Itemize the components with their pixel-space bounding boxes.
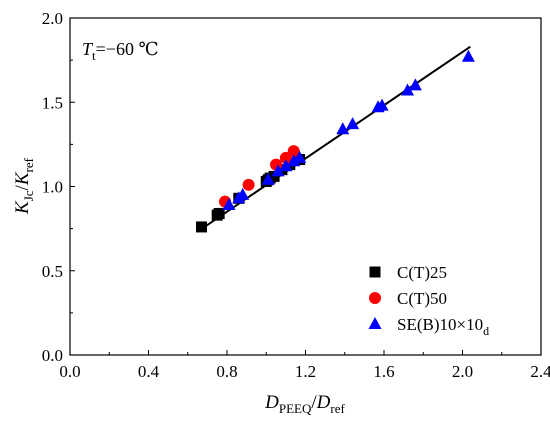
y-tick-label: 0.0 bbox=[42, 346, 63, 365]
data-point-circle bbox=[242, 178, 255, 191]
data-point-triangle bbox=[401, 83, 415, 96]
y-tick-label: 2.0 bbox=[42, 9, 63, 28]
legend-label: C(T)25 bbox=[397, 263, 447, 282]
data-point-triangle bbox=[261, 172, 275, 185]
x-tick-label: 2.0 bbox=[452, 362, 473, 381]
data-point-circle bbox=[279, 151, 292, 164]
data-point-square bbox=[213, 207, 225, 219]
data-point-triangle bbox=[236, 187, 250, 200]
legend-label: SE(B)10×10d bbox=[397, 315, 489, 338]
data-point-square bbox=[268, 170, 280, 182]
legend: C(T)25 C(T)50 SE(B)10×10d bbox=[368, 263, 489, 338]
y-axis-title: KJc/Kref bbox=[12, 157, 36, 215]
legend-marker-square bbox=[369, 266, 381, 278]
data-point-triangle bbox=[271, 164, 285, 177]
data-point-triangle bbox=[461, 49, 475, 62]
x-tick-label: 1.6 bbox=[373, 362, 394, 381]
y-tick-label: 1.0 bbox=[42, 178, 63, 197]
data-point-triangle bbox=[346, 117, 360, 130]
plot-frame bbox=[69, 17, 542, 356]
data-point-triangle bbox=[293, 150, 307, 163]
data-point-triangle bbox=[279, 159, 293, 172]
data-point-circle bbox=[287, 145, 300, 158]
x-tick-label: 0.0 bbox=[59, 362, 80, 381]
data-point-triangle bbox=[375, 98, 389, 111]
legend-marker-circle bbox=[369, 292, 381, 304]
temperature-annotation: Tt=−60 ℃ bbox=[82, 39, 159, 63]
legend-label: C(T)50 bbox=[397, 289, 447, 308]
y-tick-label: 0.5 bbox=[42, 262, 63, 281]
y-axis-ticks: 0.0 0.5 1.0 1.5 2.0 bbox=[42, 9, 75, 365]
data-point-square bbox=[195, 221, 207, 233]
x-tick-label: 1.2 bbox=[295, 362, 316, 381]
x-axis-ticks: 0.0 0.4 0.8 1.2 1.6 2.0 2.4 bbox=[59, 350, 550, 381]
x-tick-label: 0.8 bbox=[216, 362, 237, 381]
x-tick-label: 0.4 bbox=[138, 362, 160, 381]
data-points bbox=[195, 49, 475, 233]
x-axis-title: DPEEQ/Dref bbox=[264, 392, 345, 416]
data-point-triangle bbox=[408, 78, 422, 91]
data-point-triangle bbox=[336, 122, 350, 135]
x-tick-label: 2.4 bbox=[530, 362, 550, 381]
legend-marker-triangle bbox=[368, 317, 382, 329]
data-point-triangle bbox=[222, 198, 236, 211]
data-point-triangle bbox=[287, 154, 301, 167]
plot-border bbox=[69, 17, 542, 356]
y-tick-label: 1.5 bbox=[42, 93, 63, 112]
